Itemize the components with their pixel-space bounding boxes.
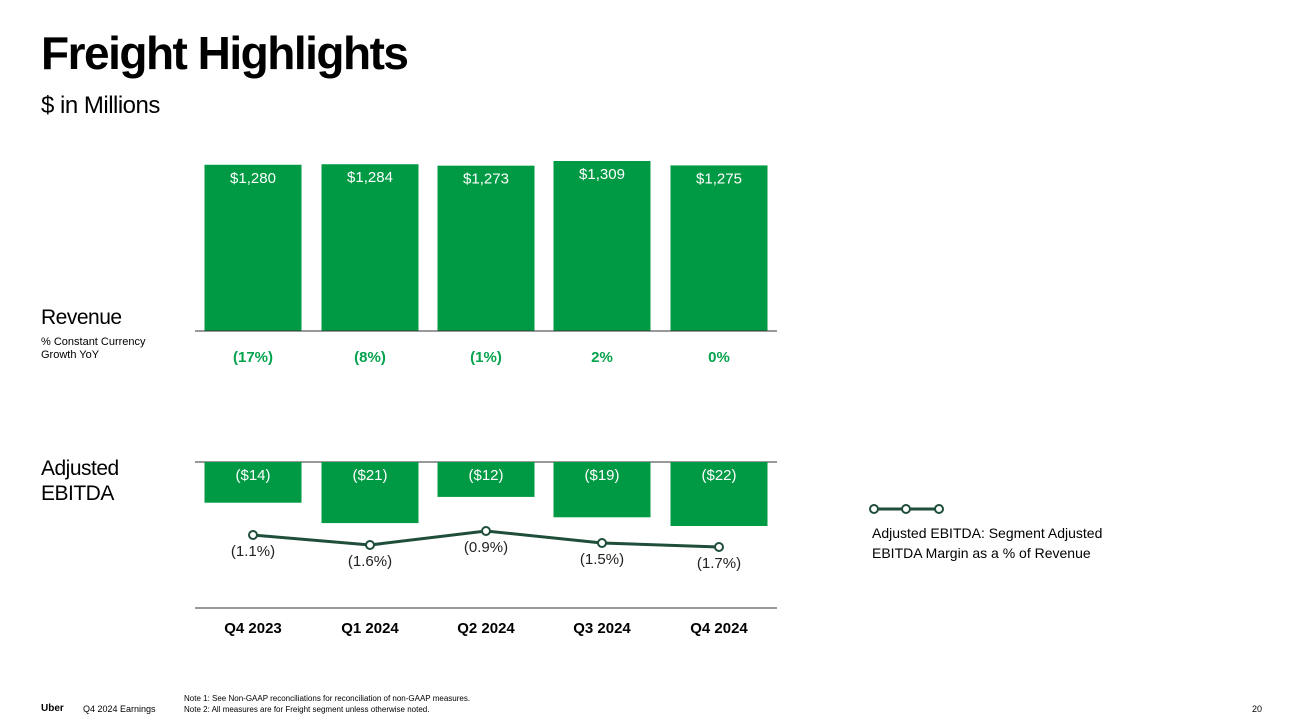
page-title: Freight Highlights (41, 27, 409, 79)
category-label: Q2 2024 (457, 620, 515, 637)
legend-marker-dot (869, 504, 879, 514)
revenue-value-label: $1,309 (579, 166, 625, 183)
margin-value-label: (1.5%) (580, 551, 624, 568)
revenue-bar (321, 164, 419, 331)
margin-point (248, 530, 258, 540)
ebitda-bar (321, 462, 419, 524)
revenue-value-labels: $1,280 $1,284 $1,273 $1,309 $1,275 (230, 166, 742, 188)
ebitda-bar (670, 462, 768, 526)
revenue-bar (670, 165, 768, 331)
legend-line-marker (869, 504, 944, 514)
revenue-growth-caption-line2: Growth YoY (41, 349, 100, 361)
growth-label: 0% (708, 349, 730, 366)
growth-label: 2% (591, 349, 613, 366)
footnote-1: Note 1: See Non-GAAP reconciliations for… (184, 694, 471, 703)
margin-point (597, 538, 607, 548)
margin-value-label: (1.1%) (231, 543, 275, 560)
footnotes: Note 1: See Non-GAAP reconciliations for… (184, 693, 470, 715)
category-label: Q4 2023 (224, 620, 282, 637)
category-label: Q3 2024 (573, 620, 631, 637)
margin-value-labels: (1.1%) (1.6%) (0.9%) (1.5%) (1.7%) (231, 539, 741, 572)
margin-value-label: (1.7%) (697, 555, 741, 572)
legend-marker-dot (934, 504, 944, 514)
ebitda-bars (204, 462, 768, 526)
legend-label-line1: Adjusted EBITDA: Segment Adjusted (872, 525, 1103, 541)
footer-document-name: Q4 2024 Earnings (83, 704, 156, 714)
footer-brand: Uber (41, 703, 64, 714)
revenue-value-label: $1,280 (230, 170, 276, 187)
growth-label: (17%) (233, 349, 273, 366)
revenue-value-label: $1,273 (463, 171, 509, 188)
ebitda-value-labels: ($14) ($21) ($12) ($19) ($22) (235, 467, 736, 484)
revenue-bar (204, 164, 302, 331)
margin-points (248, 526, 724, 552)
revenue-section-label: Revenue (41, 306, 122, 329)
ebitda-value-label: ($12) (468, 467, 503, 484)
revenue-value-label: $1,284 (347, 169, 393, 186)
legend-marker-dot (901, 504, 911, 514)
ebitda-section-label: Adjusted EBITDA (41, 456, 119, 506)
growth-label: (8%) (354, 349, 386, 366)
ebitda-value-label: ($21) (352, 467, 387, 484)
margin-point (714, 542, 724, 552)
footnote-2: Note 2: All measures are for Freight seg… (184, 705, 430, 714)
growth-label: (1%) (470, 349, 502, 366)
ebitda-value-label: ($14) (235, 467, 270, 484)
ebitda-value-label: ($19) (584, 467, 619, 484)
revenue-bars (204, 161, 768, 331)
ebitda-section-label-line2: EBITDA (41, 482, 114, 505)
category-label: Q1 2024 (341, 620, 399, 637)
legend-label-line2: EBITDA Margin as a % of Revenue (872, 545, 1091, 561)
ebitda-section-label-line1: Adjusted (41, 457, 119, 480)
margin-point (481, 526, 491, 536)
revenue-growth-caption: % Constant Currency Growth YoY (41, 336, 146, 362)
legend-label: Adjusted EBITDA: Segment Adjusted EBITDA… (872, 523, 1132, 563)
page-subtitle: $ in Millions (41, 92, 160, 119)
margin-point (365, 540, 375, 550)
page-number: 20 (1252, 704, 1263, 714)
revenue-growth-caption-line1: % Constant Currency (41, 336, 146, 348)
margin-value-label: (1.6%) (348, 553, 392, 570)
ebitda-bar (437, 462, 535, 497)
ebitda-bar (553, 462, 651, 518)
revenue-bar (437, 165, 535, 331)
ebitda-value-label: ($22) (701, 467, 736, 484)
revenue-bar (553, 161, 651, 331)
category-label: Q4 2024 (690, 620, 748, 637)
margin-value-label: (0.9%) (464, 539, 508, 556)
ebitda-bar (204, 462, 302, 503)
revenue-value-label: $1,275 (696, 170, 742, 187)
growth-labels: (17%) (8%) (1%) 2% 0% (233, 349, 730, 366)
category-labels: Q4 2023 Q1 2024 Q2 2024 Q3 2024 Q4 2024 (224, 620, 748, 637)
